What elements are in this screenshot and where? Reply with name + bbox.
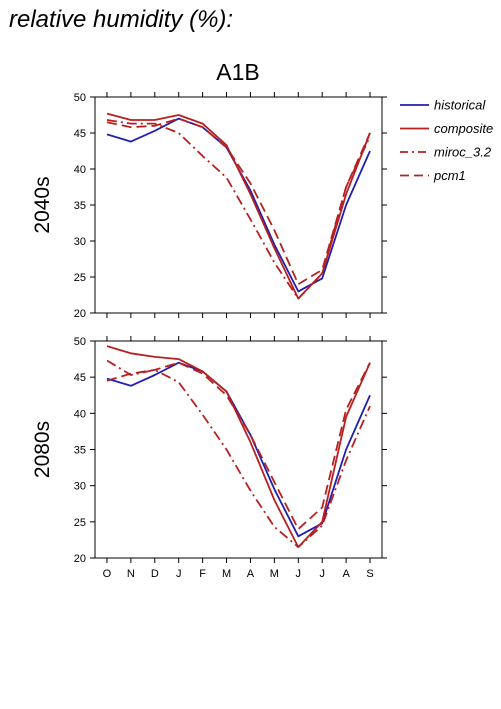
y-tick-label: 40 [74, 164, 86, 176]
y-tick-label: 45 [74, 372, 86, 384]
y-tick-label: 40 [74, 408, 86, 420]
row-label-2040s: 2040s [31, 176, 54, 233]
series-line-historical [106, 361, 371, 538]
x-tick-label: A [247, 568, 255, 580]
legend-label: composite [434, 121, 493, 136]
x-tick-label: M [270, 568, 279, 580]
y-tick-label: 30 [74, 236, 86, 248]
legend: historical composite miroc_3.2 pcm1 [400, 98, 493, 183]
x-tick-label: J [319, 568, 325, 580]
x-tick-label: F [199, 568, 206, 580]
x-tick-label: S [366, 568, 373, 580]
y-tick-label: 45 [74, 128, 86, 140]
panel-2080s: 20 25 30 35 40 45 50 O N D J F M A M J J A S 2080s [31, 336, 387, 580]
y-tick-label: 25 [74, 272, 86, 284]
series-line-pcm1 [106, 361, 371, 530]
series-line-composite [106, 345, 371, 548]
legend-label: pcm1 [433, 168, 466, 183]
y-tick-label: 50 [74, 92, 86, 104]
chart-heading: relative humidity (%): [9, 6, 234, 33]
legend-label: miroc_3.2 [434, 145, 492, 160]
x-tick-label: J [176, 568, 182, 580]
x-tick-label: D [151, 568, 159, 580]
y-tick-label: 35 [74, 200, 86, 212]
series-line-composite [106, 112, 371, 300]
series-line-historical [106, 117, 371, 293]
x-tick-label: J [296, 568, 302, 580]
y-tick-label: 20 [74, 553, 86, 565]
x-tick-label: O [103, 568, 112, 580]
panel-2040s: 20 25 30 35 40 45 50 2040s [31, 92, 387, 320]
y-tick-label: 20 [74, 308, 86, 320]
x-tick-label: M [222, 568, 231, 580]
series-line-miroc-3-2 [106, 359, 371, 548]
x-tick-label: N [127, 568, 135, 580]
y-tick-label: 25 [74, 517, 86, 529]
series-line-pcm1 [106, 117, 371, 286]
y-tick-label: 35 [74, 445, 86, 457]
series-line-miroc-3-2 [106, 119, 371, 300]
plot-frame [94, 96, 383, 314]
scenario-title: A1B [216, 59, 259, 85]
row-label-2080s: 2080s [31, 421, 54, 478]
legend-label: historical [434, 98, 486, 113]
y-tick-label: 30 [74, 481, 86, 493]
y-tick-label: 50 [74, 336, 86, 348]
x-tick-label: A [342, 568, 350, 580]
